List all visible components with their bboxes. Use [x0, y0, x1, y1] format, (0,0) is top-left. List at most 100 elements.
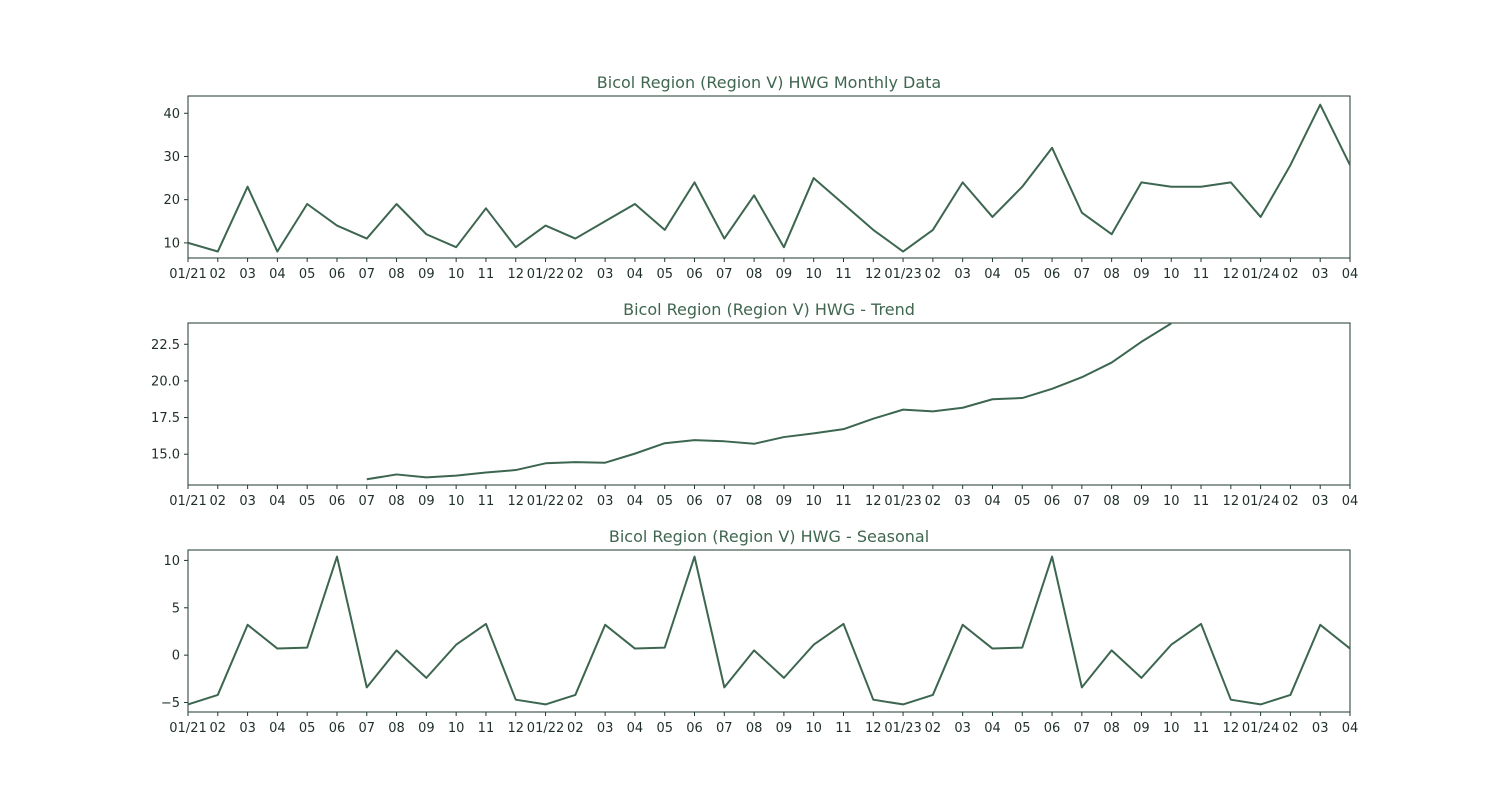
x-tick-label: 08	[1103, 494, 1120, 509]
x-tick-label: 03	[954, 721, 971, 736]
x-tick-label: 10	[448, 721, 465, 736]
x-tick-label: 05	[1014, 721, 1031, 736]
x-tick-label: 03	[1312, 267, 1329, 282]
series-line	[366, 323, 1172, 481]
x-tick-label: 01/21	[169, 494, 206, 509]
y-tick-label: 10	[163, 554, 180, 569]
x-tick-label: 04	[627, 267, 644, 282]
x-tick-label: 05	[299, 267, 316, 282]
x-tick-label: 05	[1014, 267, 1031, 282]
x-tick-label: 12	[1223, 721, 1240, 736]
x-tick-label: 01/24	[1242, 721, 1279, 736]
x-tick-label: 05	[656, 494, 673, 509]
x-tick-label: 10	[1163, 494, 1180, 509]
x-tick-label: 05	[299, 494, 316, 509]
x-tick-label: 10	[1163, 267, 1180, 282]
x-tick-label: 09	[418, 494, 435, 509]
x-tick-label: 11	[1193, 267, 1210, 282]
x-tick-label: 11	[835, 267, 852, 282]
x-tick-label: 09	[776, 721, 793, 736]
x-tick-label: 04	[984, 494, 1001, 509]
y-tick-label: −5	[161, 696, 180, 711]
x-tick-label: 06	[1044, 494, 1061, 509]
y-tick-label: 10	[163, 236, 180, 251]
x-tick-label: 06	[329, 721, 346, 736]
x-tick-label: 07	[1074, 721, 1091, 736]
x-tick-label: 12	[1223, 494, 1240, 509]
x-tick-label: 02	[567, 267, 584, 282]
x-tick-label: 07	[358, 267, 375, 282]
x-tick-label: 07	[358, 494, 375, 509]
x-tick-label: 07	[716, 494, 733, 509]
x-tick-label: 03	[1312, 721, 1329, 736]
panel-title: Bicol Region (Region V) HWG - Trend	[623, 300, 915, 319]
x-tick-label: 02	[1282, 721, 1299, 736]
y-tick-label: 15.0	[151, 448, 180, 463]
x-tick-label: 04	[269, 267, 286, 282]
x-tick-label: 11	[478, 494, 495, 509]
x-tick-label: 09	[418, 267, 435, 282]
x-tick-label: 09	[1133, 721, 1150, 736]
x-tick-label: 04	[269, 494, 286, 509]
x-tick-label: 04	[627, 494, 644, 509]
x-tick-label: 01/21	[169, 721, 206, 736]
x-tick-label: 07	[1074, 494, 1091, 509]
x-tick-label: 01/22	[527, 721, 564, 736]
x-tick-label: 05	[656, 721, 673, 736]
panel-title: Bicol Region (Region V) HWG Monthly Data	[597, 73, 941, 92]
x-tick-label: 10	[448, 267, 465, 282]
x-tick-label: 11	[835, 721, 852, 736]
axes-frame	[187, 322, 1351, 486]
y-tick-label: 22.5	[151, 338, 180, 353]
y-tick-label: 5	[172, 601, 180, 616]
x-tick-label: 08	[388, 721, 405, 736]
x-tick-label: 02	[567, 494, 584, 509]
y-tick-label: 17.5	[151, 411, 180, 426]
x-tick-label: 10	[805, 267, 822, 282]
x-tick-label: 03	[597, 494, 614, 509]
x-tick-label: 06	[329, 494, 346, 509]
trend-panel: 15.0 17.5 20.0 22.5 01/21 02 03 04 05 06 07 08 09 10 1…	[151, 300, 1358, 509]
panel-title: Bicol Region (Region V) HWG - Seasonal	[609, 527, 929, 546]
x-tick-label: 11	[835, 494, 852, 509]
x-tick-label: 08	[746, 267, 763, 282]
x-tick-label: 02	[210, 721, 227, 736]
x-tick-label: 06	[686, 721, 703, 736]
x-tick-label: 06	[329, 267, 346, 282]
x-tick-label: 11	[1193, 721, 1210, 736]
x-tick-label: 10	[448, 494, 465, 509]
x-tick-label: 04	[1342, 494, 1359, 509]
x-tick-label: 10	[805, 494, 822, 509]
x-tick-label: 04	[984, 267, 1001, 282]
x-tick-label: 01/21	[169, 267, 206, 282]
x-tick-label: 01/22	[527, 494, 564, 509]
series-line	[188, 555, 1350, 706]
x-tick-label: 06	[686, 494, 703, 509]
x-tick-label: 03	[954, 494, 971, 509]
x-tick-label: 01/24	[1242, 267, 1279, 282]
x-tick-label: 12	[865, 721, 882, 736]
x-tick-label: 12	[507, 267, 524, 282]
x-tick-label: 08	[388, 267, 405, 282]
x-tick-label: 03	[1312, 494, 1329, 509]
x-tick-label: 09	[1133, 494, 1150, 509]
x-tick-label: 07	[716, 721, 733, 736]
x-tick-label: 05	[299, 721, 316, 736]
x-tick-label: 02	[210, 494, 227, 509]
x-tick-label: 11	[478, 721, 495, 736]
x-tick-label: 01/23	[884, 494, 921, 509]
x-tick-label: 07	[716, 267, 733, 282]
y-tick-label: 30	[163, 150, 180, 165]
y-tick-label: 40	[163, 107, 180, 122]
y-tick-label: 20.0	[151, 374, 180, 389]
x-tick-label: 10	[1163, 721, 1180, 736]
x-tick-label: 09	[776, 267, 793, 282]
x-tick-label: 02	[1282, 494, 1299, 509]
x-tick-label: 01/24	[1242, 494, 1279, 509]
x-tick-label: 12	[1223, 267, 1240, 282]
x-tick-label: 06	[686, 267, 703, 282]
x-tick-label: 03	[954, 267, 971, 282]
x-tick-label: 01/23	[884, 267, 921, 282]
